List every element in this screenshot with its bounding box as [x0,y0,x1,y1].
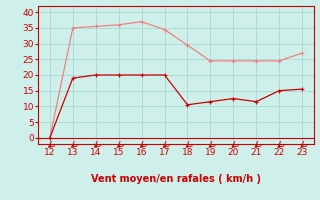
X-axis label: Vent moyen/en rafales ( km/h ): Vent moyen/en rafales ( km/h ) [91,174,261,184]
